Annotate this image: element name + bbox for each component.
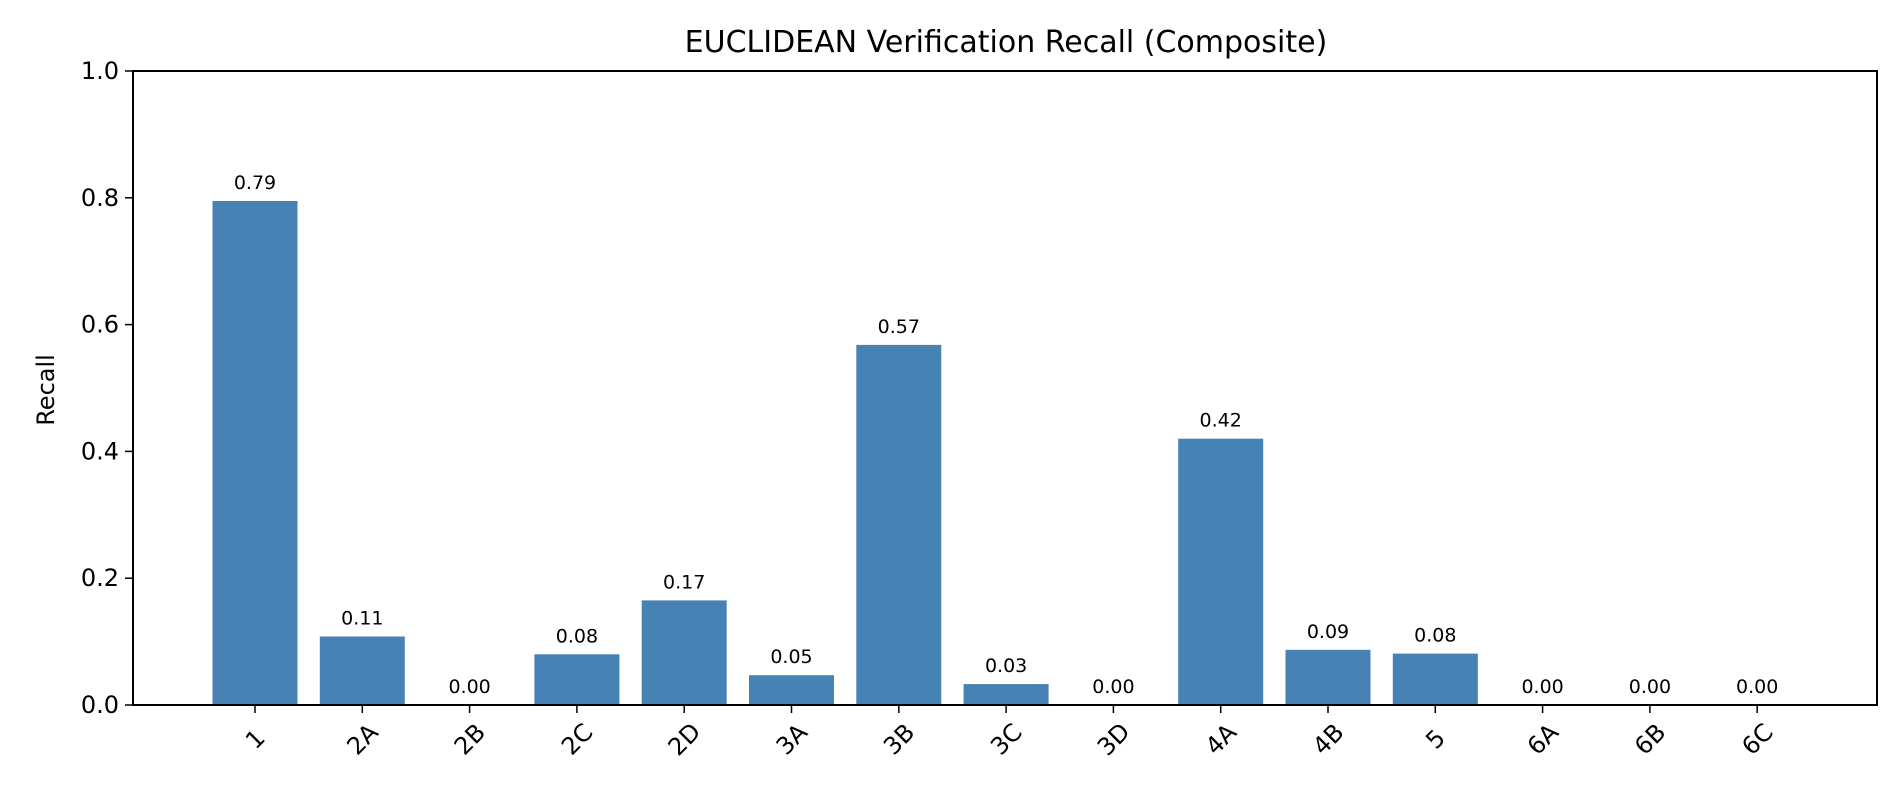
x-tick-label: 6B	[1629, 718, 1671, 760]
x-tick-label: 4B	[1307, 718, 1349, 760]
bar	[641, 600, 727, 705]
x-tick-label: 2C	[556, 718, 598, 760]
x-tick-label: 6C	[1736, 718, 1778, 760]
bar	[749, 675, 834, 705]
x-tick-label: 2B	[449, 718, 491, 760]
y-axis-label: Recall	[32, 354, 60, 426]
x-tick-label: 3D	[1092, 718, 1136, 762]
x-tick-label: 2D	[663, 718, 707, 762]
data-label: 0.79	[234, 172, 276, 194]
x-axis: 1 2A 2B 2C 2D 3A 3B 3C 3D 4A 4B 5 6A 6B 6C	[240, 705, 1779, 761]
data-label: 0.09	[1307, 621, 1349, 643]
data-label: 0.08	[1414, 625, 1456, 647]
x-tick-label: 4A	[1200, 718, 1243, 761]
data-labels-layer: 0.79 0.11 0.00 0.08 0.17 0.05 0.57 0.03 0.00 0.42…	[234, 172, 1779, 698]
data-label: 0.00	[1736, 676, 1778, 698]
x-tick-label: 2A	[342, 718, 385, 761]
bars-layer	[212, 201, 1478, 705]
data-label: 0.08	[556, 625, 598, 647]
y-tick-label: 0.4	[81, 437, 119, 465]
data-label: 0.05	[770, 646, 812, 668]
data-label: 0.11	[341, 608, 383, 630]
x-tick-label: 3A	[771, 718, 814, 761]
bar	[1178, 438, 1264, 705]
bar	[534, 654, 620, 705]
y-tick-label: 0.0	[81, 691, 119, 719]
data-label: 0.42	[1200, 410, 1242, 432]
y-tick-label: 1.0	[81, 57, 119, 85]
bar	[856, 344, 942, 705]
data-label: 0.00	[448, 676, 490, 698]
data-label: 0.03	[985, 655, 1027, 677]
x-tick-label: 5	[1420, 724, 1451, 755]
bar	[963, 684, 1049, 705]
data-label: 0.57	[878, 316, 920, 338]
data-label: 0.17	[663, 571, 705, 593]
data-label: 0.00	[1092, 676, 1134, 698]
x-tick-label: 1	[240, 724, 271, 755]
y-tick-label: 0.8	[81, 184, 119, 212]
x-tick-label: 3B	[878, 718, 920, 760]
bar	[1285, 649, 1371, 705]
bar	[212, 201, 298, 705]
data-label: 0.00	[1629, 676, 1671, 698]
x-tick-label: 6A	[1522, 718, 1565, 761]
bar	[1392, 653, 1478, 705]
x-tick-label: 3C	[985, 718, 1027, 760]
y-axis: 0.0 0.2 0.4 0.6 0.8 1.0	[81, 57, 133, 719]
data-label: 0.00	[1521, 676, 1563, 698]
y-tick-label: 0.2	[81, 564, 119, 592]
plot-frame	[132, 70, 1878, 706]
chart-title: EUCLIDEAN Verification Recall (Composite…	[685, 25, 1328, 60]
bar	[319, 636, 405, 705]
y-tick-label: 0.6	[81, 311, 119, 339]
